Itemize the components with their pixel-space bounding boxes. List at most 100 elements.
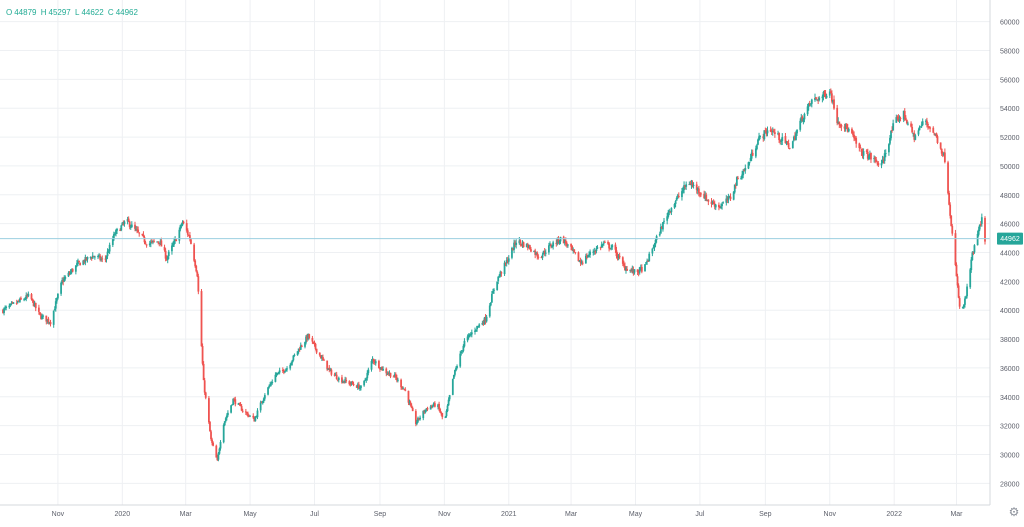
candle-up xyxy=(456,366,458,368)
candle-up xyxy=(810,99,813,104)
low-value: 44622 xyxy=(81,8,104,17)
candle-down xyxy=(504,262,507,264)
candle-down xyxy=(615,250,618,257)
candle-down xyxy=(734,185,737,187)
price-axis[interactable]: 28000 30000 32000 34000 36000 38000 40000 42000… xyxy=(1000,20,1020,489)
candle-up xyxy=(722,202,725,204)
candle-down xyxy=(392,376,395,378)
time-axis[interactable]: Nov 2020 Mar May Jul Sep Nov 2021 Mar May Jul Sep No… xyxy=(52,511,964,518)
candle-down xyxy=(614,244,617,250)
candle-up xyxy=(763,130,766,139)
candle-up xyxy=(653,244,656,248)
low-label: L xyxy=(74,8,80,17)
candle-up xyxy=(918,127,921,131)
candle-up xyxy=(267,387,269,395)
candle-up xyxy=(654,239,657,245)
candle-down xyxy=(45,315,48,322)
candle-up xyxy=(633,269,636,273)
candle-down xyxy=(817,99,820,101)
candle-down xyxy=(209,421,211,432)
candle-up xyxy=(466,336,469,341)
candle-down xyxy=(838,121,841,125)
candle-up xyxy=(54,301,57,309)
candle-down xyxy=(410,405,413,408)
candle-down xyxy=(11,302,14,304)
candle-up xyxy=(807,103,810,107)
candle-up xyxy=(356,384,359,388)
candle-up xyxy=(934,133,937,135)
candle-up xyxy=(639,267,642,269)
candle-up xyxy=(645,262,647,264)
candle-up xyxy=(600,244,603,248)
candle-up xyxy=(551,245,553,248)
candle-up xyxy=(611,245,614,248)
candle-up xyxy=(286,368,288,370)
candle-up xyxy=(276,372,279,375)
candle-up xyxy=(10,303,13,305)
candle-down xyxy=(955,264,958,277)
candle-up xyxy=(883,153,886,161)
candle-up xyxy=(667,212,670,218)
candle-down xyxy=(710,201,713,205)
candle-down xyxy=(660,227,663,230)
candle-down xyxy=(571,246,574,250)
candle-down xyxy=(144,242,147,244)
candle-up xyxy=(942,153,945,155)
candle-up xyxy=(970,259,973,271)
candle-up xyxy=(463,340,466,347)
candle-up xyxy=(448,395,451,400)
candle-down xyxy=(905,119,908,124)
candle-up xyxy=(476,325,479,330)
candle-down xyxy=(949,204,952,216)
candle-up xyxy=(33,303,36,307)
candle-down xyxy=(182,221,185,224)
candle-down xyxy=(972,252,975,254)
candle-up xyxy=(173,240,175,245)
candle-down xyxy=(318,352,321,356)
candle-down xyxy=(202,363,205,381)
candle-down xyxy=(47,318,50,323)
candle-down xyxy=(38,307,40,312)
candle-up xyxy=(24,299,27,301)
candle-up xyxy=(505,260,508,264)
candle-up xyxy=(129,226,132,228)
candle-up xyxy=(460,351,463,354)
candle-up xyxy=(844,124,847,130)
time-tick-label: Mar xyxy=(950,511,963,518)
candle-up xyxy=(681,191,683,198)
time-tick-label: Nov xyxy=(52,511,65,518)
candle-up xyxy=(9,303,12,306)
candle-up xyxy=(792,136,795,141)
candle-down xyxy=(537,256,540,258)
candle-up xyxy=(725,198,728,203)
candle-down xyxy=(83,260,86,263)
candle-down xyxy=(801,116,804,122)
candle-up xyxy=(278,370,281,373)
candle-up xyxy=(759,136,761,138)
candle-down xyxy=(899,117,902,119)
candle-down xyxy=(636,269,639,272)
candle-down xyxy=(948,192,950,205)
candle-up xyxy=(115,230,117,234)
high-value: 45297 xyxy=(48,8,71,17)
candle-up xyxy=(432,403,435,406)
candle-down xyxy=(599,247,602,249)
candle-up xyxy=(172,244,174,246)
candle-up xyxy=(589,251,591,255)
candle-up xyxy=(747,162,750,169)
candle-down xyxy=(630,270,633,272)
candle-up xyxy=(822,92,825,97)
candle-up xyxy=(114,234,116,236)
candle-down xyxy=(703,193,706,199)
candle-down xyxy=(99,255,102,260)
candle-up xyxy=(167,251,170,257)
candle-down xyxy=(355,385,358,388)
candle-up xyxy=(721,204,723,207)
candle-up xyxy=(973,245,976,253)
candle-down xyxy=(903,110,906,118)
candle-up xyxy=(825,95,828,98)
candle-down xyxy=(128,221,131,228)
gear-icon[interactable]: ⚙ xyxy=(1008,505,1020,519)
candle-up xyxy=(469,334,472,336)
candle-up xyxy=(962,304,965,308)
